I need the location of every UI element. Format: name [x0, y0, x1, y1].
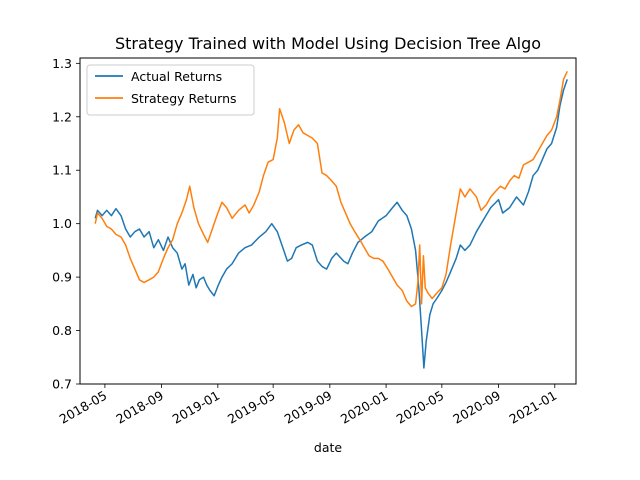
y-tick-label: 1.1 [52, 163, 72, 178]
x-tick-label: 2020-05 [394, 388, 447, 427]
x-axis-label: date [314, 440, 342, 455]
y-tick-label: 1.3 [52, 56, 72, 71]
legend-label-strategy-returns: Strategy Returns [131, 91, 237, 106]
y-axis: 0.7 0.8 0.9 1.0 1.1 1.2 1.3 [52, 56, 80, 392]
x-tick-label: 2018-05 [57, 388, 110, 427]
x-axis: 2018-05 2018-09 2019-01 2019-05 2019-09 2020-… [57, 384, 560, 427]
x-tick-label: 2021-01 [507, 388, 560, 427]
x-tick-label: 2019-05 [225, 388, 278, 427]
chart-title: Strategy Trained with Model Using Decisi… [115, 34, 541, 53]
legend-label-actual-returns: Actual Returns [131, 69, 222, 84]
x-tick-label: 2019-01 [170, 388, 223, 427]
y-tick-label: 0.9 [52, 270, 72, 285]
plot-series [94, 71, 568, 369]
x-tick-label: 2018-09 [113, 388, 166, 427]
x-tick-label: 2020-01 [338, 388, 391, 427]
y-tick-label: 0.7 [52, 377, 72, 392]
plot-area [79, 57, 577, 385]
y-tick-label: 0.8 [52, 323, 72, 338]
y-tick-label: 1.2 [52, 109, 72, 124]
y-tick-label: 1.0 [52, 216, 72, 231]
series-line-strategy-returns [94, 71, 568, 308]
series-line-actual-returns [94, 79, 568, 369]
legend: Actual Returns Strategy Returns [86, 64, 255, 116]
legend-box [86, 64, 255, 116]
x-tick-label: 2020-09 [450, 388, 503, 427]
x-tick-label: 2019-09 [282, 388, 335, 427]
